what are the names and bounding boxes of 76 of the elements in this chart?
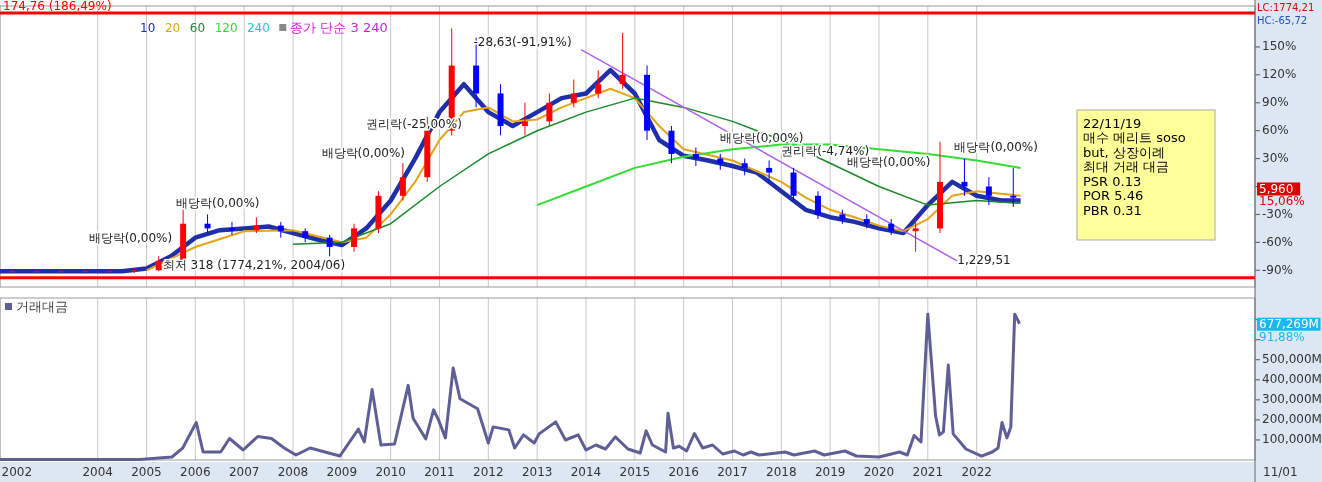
- x-tick-label: 2004: [82, 464, 113, 479]
- candlestick: [619, 32, 626, 90]
- candlestick: [326, 234, 333, 257]
- candlestick: [351, 223, 358, 253]
- x-tick-label: 2006: [180, 464, 211, 479]
- ref-line-label: 174,76 (186,49%): [3, 0, 112, 13]
- candlestick: [399, 162, 406, 201]
- x-tick-label: 2021: [912, 464, 944, 479]
- text: 15,06%: [1259, 193, 1305, 208]
- x-tick-label: 2012: [473, 464, 504, 479]
- y-tick-label: 120%: [1262, 67, 1297, 82]
- y-tick-label: 200,000M: [1262, 412, 1322, 427]
- candlestick: [106, 269, 113, 273]
- x-tick-label: 2010: [375, 464, 406, 479]
- x-tick-label: 2007: [228, 464, 260, 479]
- y-tick-label: 90%: [1262, 95, 1289, 110]
- x-tick-label: 2008: [277, 464, 309, 479]
- text: LC:1774,21: [1257, 2, 1315, 13]
- x-tick-label: 2018: [766, 464, 797, 479]
- annotation: 22/11/19 매수 메리트 soso but, 상장이례 최대 거래 대금 PSR 0.13 POR 5.46 PBR 0.31: [1083, 115, 1186, 218]
- x-tick-label: 2011: [424, 464, 455, 479]
- y-tick-label: 100,000M: [1262, 432, 1322, 447]
- x-tick-label: 2016: [668, 464, 699, 479]
- text: 5,960: [1259, 181, 1294, 196]
- annotation: 배당락(0,00%): [176, 195, 260, 210]
- y-tick-label: 150%: [1262, 39, 1297, 54]
- annotation: 1,229,51: [957, 253, 1011, 268]
- y-tick-label: -90%: [1262, 262, 1294, 277]
- candlestick: [692, 146, 699, 167]
- candlestick: [570, 79, 577, 108]
- y-tick-label: -60%: [1262, 234, 1294, 249]
- candlestick: [595, 69, 602, 99]
- candlestick: [790, 167, 797, 201]
- y-tick-label: 400,000M: [1262, 372, 1322, 387]
- line-series: [0, 312, 1022, 461]
- candlestick: [766, 159, 773, 183]
- candlestick: [521, 102, 528, 136]
- x-tick-label: 2022: [961, 464, 992, 479]
- candlestick: [985, 176, 992, 206]
- text: 20: [164, 20, 181, 35]
- x-tick-label: 2009: [326, 464, 358, 479]
- text: HC:-65,72: [1257, 15, 1308, 26]
- annotation: 240: [246, 20, 270, 35]
- annotation: 종가 단순 3 240: [290, 19, 388, 35]
- x-tick-label: 2020: [863, 464, 895, 479]
- y-tick-label: -30%: [1262, 206, 1294, 221]
- annotation: 배당락(0,00%): [88, 231, 173, 246]
- candlestick: [912, 218, 919, 253]
- annotation: 배당락(0,00%): [321, 146, 406, 161]
- x-tick-label: 2005: [131, 464, 162, 479]
- text: 10: [140, 20, 156, 35]
- candlestick: [814, 190, 821, 220]
- text: 677,269M: [1259, 316, 1319, 331]
- candlestick: [58, 269, 65, 273]
- y-tick-label: 60%: [1262, 123, 1289, 138]
- text: 91,88%: [1259, 329, 1305, 344]
- x-tick-label: 2019: [814, 464, 846, 479]
- candlestick: [228, 221, 235, 236]
- text: 120: [214, 20, 238, 35]
- y-tick-label: 30%: [1262, 151, 1289, 166]
- candlestick: [668, 125, 675, 164]
- x-tick-label: 2015: [619, 464, 651, 479]
- annotation: 배당락(0,00%): [954, 139, 1038, 154]
- legend-label: 거래대금: [16, 298, 68, 314]
- candlestick: [1010, 167, 1017, 208]
- text: 60: [189, 20, 206, 35]
- candlestick: [546, 92, 553, 127]
- y-tick-label: 300,000M: [1262, 392, 1322, 407]
- x-tick-label: 2014: [570, 464, 602, 479]
- x-tick-label: 2013: [521, 464, 553, 479]
- y-tick-label: 500,000M: [1262, 352, 1322, 367]
- x-tick-label: 2002: [1, 464, 33, 479]
- text: 11/01: [1263, 464, 1298, 479]
- annotation: 최저 318 (1774,21%, 2004/06): [162, 258, 346, 273]
- candlestick: [961, 158, 968, 197]
- x-tick-label: 2017: [717, 464, 748, 479]
